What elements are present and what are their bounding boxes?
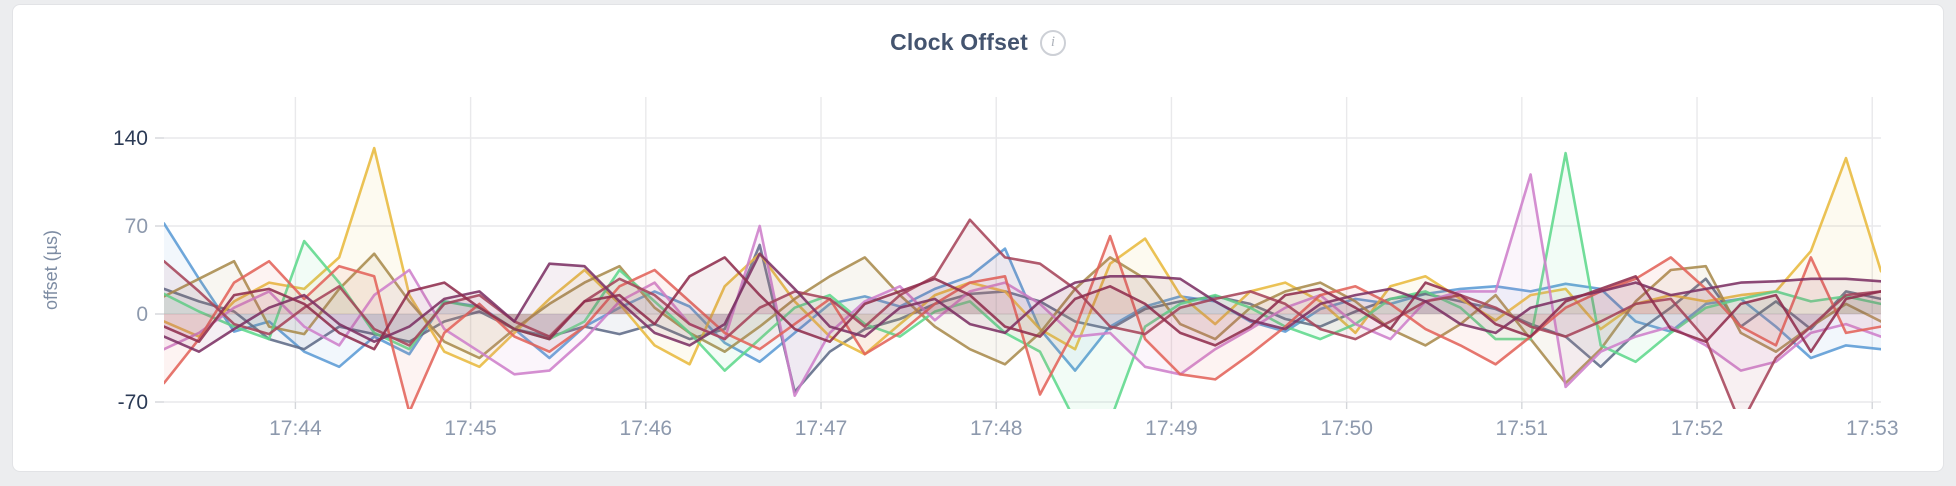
series-orchid-line <box>164 173 1881 397</box>
series-plum-area <box>164 253 1881 352</box>
y-axis-title: offset (µs) <box>41 230 61 310</box>
x-tick-label: 17:51 <box>1496 417 1549 440</box>
x-tick-label: 17:45 <box>444 417 497 440</box>
series-plum-line <box>164 252 1881 353</box>
clock-offset-chart: 140 70 0 -70 17:44 17:45 17:46 17:47 17:48 17:49 1… <box>41 97 1899 440</box>
series-wine-line <box>164 218 1881 409</box>
series-orchid-area <box>164 174 1881 396</box>
x-tick-label: 17:48 <box>970 417 1023 440</box>
series-slate-area <box>164 244 1881 392</box>
series-gold-line <box>164 146 1881 369</box>
chart-card: Clock Offset i 140 70 0 -70 17:44 17:45 17:46 1… <box>12 4 1944 472</box>
y-tick-label: 0 <box>136 303 148 326</box>
series-bronze-line <box>164 252 1881 385</box>
x-tick-label: 17:49 <box>1145 417 1198 440</box>
x-tick-label: 17:47 <box>795 417 848 440</box>
info-icon[interactable]: i <box>1039 29 1066 56</box>
x-tick-label: 17:52 <box>1671 417 1724 440</box>
chart-header: Clock Offset i <box>13 29 1943 56</box>
x-tick-label: 17:53 <box>1846 417 1899 440</box>
series-maroon-line <box>164 256 1881 353</box>
series-salmon-line <box>164 234 1881 409</box>
chart-title: Clock Offset <box>890 29 1028 55</box>
series-salmon-area <box>164 236 1881 409</box>
x-tick-label: 17:46 <box>620 417 673 440</box>
y-tick-label: -70 <box>118 391 148 414</box>
series-gold-area <box>164 148 1881 367</box>
x-tick-label: 17:44 <box>269 417 322 440</box>
series-slate-line <box>164 243 1881 394</box>
y-tick-label: 70 <box>125 215 148 238</box>
x-tick-label: 17:50 <box>1320 417 1373 440</box>
y-tick-label: 140 <box>113 127 148 150</box>
